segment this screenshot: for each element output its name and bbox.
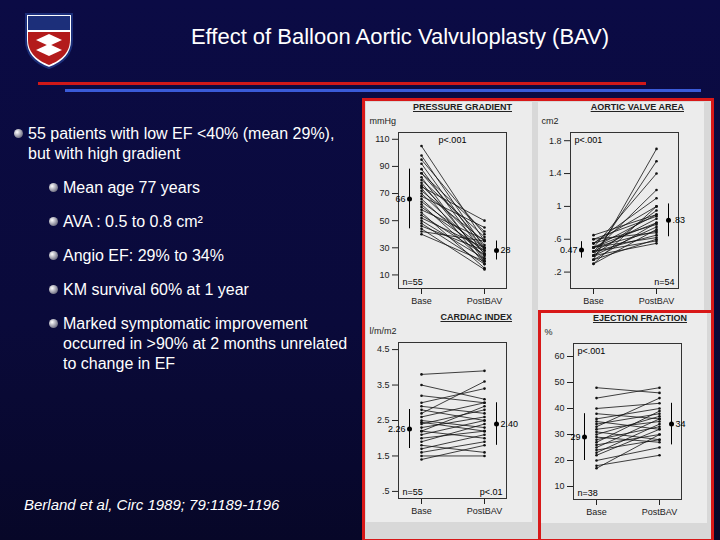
html-text:AORTIC VALVE AREA: AORTIC VALVE AREA [590, 102, 684, 112]
svg-text:PostBAV: PostBAV [639, 296, 674, 306]
html-text:Marked symptomatic improvement: Marked symptomatic improvement occurred … [63, 315, 348, 372]
html-text:Effect of Balloon Aortic Valvu: Effect of Balloon Aortic Valvuloplasty (… [190, 24, 610, 49]
svg-text:110: 110 [375, 134, 389, 144]
svg-text:Base: Base [583, 296, 604, 306]
svg-text:Base: Base [411, 296, 432, 306]
svg-text:3.5: 3.5 [377, 380, 390, 390]
svg-text:2.40: 2.40 [501, 419, 519, 429]
html-text:Mean age 77 years: Mean age 77 years [63, 179, 200, 196]
svg-text:1: 1 [556, 201, 561, 211]
svg-text:n=55: n=55 [403, 487, 423, 497]
svg-text:2.26: 2.26 [388, 424, 406, 434]
svg-text:66: 66 [395, 194, 405, 204]
svg-text:PostBAV: PostBAV [467, 506, 502, 516]
svg-text:28: 28 [501, 245, 511, 255]
html-text:KM survival 60% at 1 year: KM survival 60% at 1 year [63, 281, 249, 298]
svg-text:Base: Base [411, 506, 432, 516]
svg-text:PostBAV: PostBAV [642, 507, 677, 517]
svg-text:20: 20 [554, 455, 564, 465]
svg-text:Base: Base [586, 507, 607, 517]
svg-text:n=55: n=55 [403, 277, 423, 287]
svg-text:mmHg: mmHg [370, 116, 397, 126]
svg-text:%: % [545, 327, 553, 337]
svg-text:cm2: cm2 [542, 116, 559, 126]
svg-text:.5: .5 [382, 486, 390, 496]
svg-text:10: 10 [554, 481, 564, 491]
svg-text:70: 70 [379, 188, 389, 198]
svg-text:34: 34 [676, 419, 686, 429]
html-text:AVA : 0.5 to 0.8 cm²: AVA : 0.5 to 0.8 cm² [63, 213, 203, 230]
svg-text:PostBAV: PostBAV [467, 296, 502, 306]
svg-text:l/m/m2: l/m/m2 [370, 326, 397, 336]
svg-text:.83: .83 [673, 215, 686, 225]
html-text:PRESSURE GRADIENT: PRESSURE GRADIENT [413, 102, 512, 112]
svg-text:29: 29 [570, 432, 580, 442]
html-text:Berland et al, Circ 1989; 79:1: Berland et al, Circ 1989; 79:1189-1196 [24, 496, 280, 513]
svg-text:p<.001: p<.001 [578, 346, 606, 356]
svg-text:50: 50 [379, 216, 389, 226]
svg-text:1.8: 1.8 [549, 136, 562, 146]
svg-text:p<.001: p<.001 [575, 135, 603, 145]
svg-text:1.4: 1.4 [549, 168, 562, 178]
svg-text:90: 90 [379, 161, 389, 171]
svg-text:0.47: 0.47 [560, 245, 578, 255]
html-text:EJECTION FRACTION: EJECTION FRACTION [593, 313, 687, 323]
svg-text:40: 40 [554, 403, 564, 413]
svg-text:.6: .6 [554, 234, 562, 244]
svg-text:n=54: n=54 [654, 277, 674, 287]
svg-text:60: 60 [554, 351, 564, 361]
svg-text:4.5: 4.5 [377, 344, 390, 354]
svg-text:30: 30 [554, 429, 564, 439]
svg-text:p<.001: p<.001 [439, 135, 467, 145]
svg-text:p<.01: p<.01 [480, 487, 503, 497]
svg-text:n=38: n=38 [578, 488, 598, 498]
html-text:CARDIAC INDEX: CARDIAC INDEX [440, 312, 512, 322]
html-text:55 patients with low EF <40% (: 55 patients with low EF <40% (mean 29%),… [28, 125, 335, 162]
svg-text:30: 30 [379, 243, 389, 253]
svg-text:2.5: 2.5 [377, 415, 390, 426]
html-text:Angio EF: 29% to 34%: Angio EF: 29% to 34% [63, 247, 224, 264]
svg-text:1.5: 1.5 [377, 451, 390, 461]
svg-text:.2: .2 [554, 267, 562, 277]
svg-text:10: 10 [379, 270, 389, 280]
svg-text:50: 50 [554, 377, 564, 387]
